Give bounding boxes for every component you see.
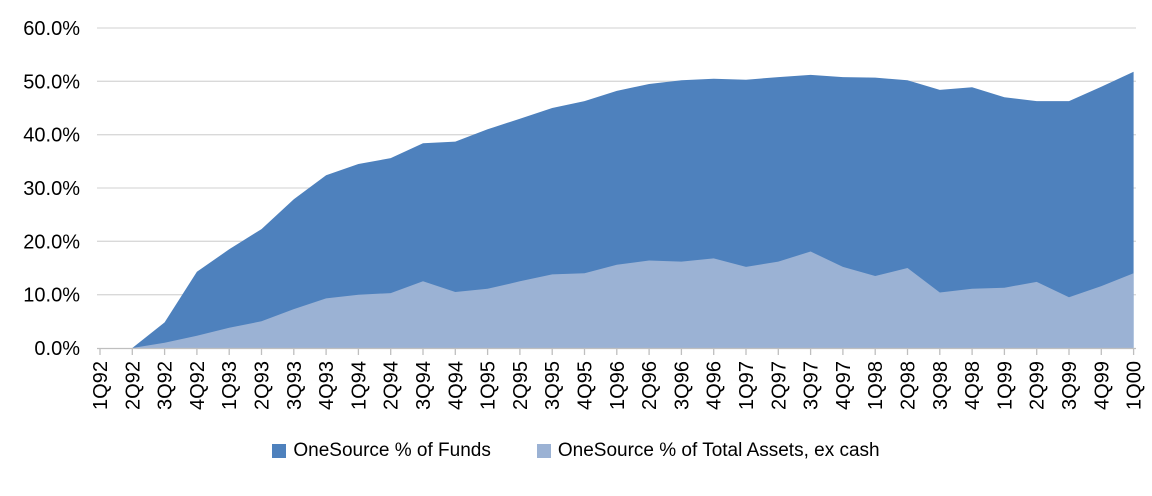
x-tick-label: 4Q97	[833, 361, 855, 410]
x-tick-label: 3Q94	[413, 361, 435, 410]
x-tick-label: 1Q96	[607, 361, 629, 410]
y-tick-label: 0.0%	[34, 338, 80, 360]
x-tick-label: 3Q97	[801, 361, 823, 410]
x-tick-label: 3Q99	[1059, 361, 1081, 410]
x-tick-label: 4Q94	[445, 361, 467, 410]
x-tick-label: 2Q96	[639, 361, 661, 410]
y-tick-label: 20.0%	[23, 231, 80, 253]
x-tick-label: 1Q99	[994, 361, 1016, 410]
x-tick-label: 3Q93	[284, 361, 306, 410]
legend-swatch-assets	[536, 444, 551, 458]
legend-item-assets: OneSource % of Total Assets, ex cash	[536, 440, 880, 462]
x-tick-label: 1Q97	[736, 361, 758, 410]
area-assets	[100, 251, 1134, 348]
x-tick-label: 4Q99	[1091, 361, 1113, 410]
x-tick-label: 1Q98	[865, 361, 887, 410]
x-tick-label: 3Q96	[671, 361, 693, 410]
x-tick-label: 1Q94	[348, 361, 370, 410]
x-tick-label: 4Q98	[962, 361, 984, 410]
legend: OneSource % of Funds OneSource % of Tota…	[0, 440, 1152, 462]
x-tick-label: 2Q92	[122, 361, 144, 410]
x-tick-label: 1Q95	[478, 361, 500, 410]
x-tick-label: 1Q00	[1124, 361, 1146, 410]
x-tick-label: 2Q95	[510, 361, 532, 410]
x-tick-label: 3Q92	[155, 361, 177, 410]
x-tick-label: 3Q95	[542, 361, 564, 410]
x-tick-label: 2Q93	[252, 361, 274, 410]
x-tick-label: 1Q92	[90, 361, 112, 410]
x-tick-label: 2Q97	[768, 361, 790, 410]
y-tick-label: 40.0%	[23, 125, 80, 147]
x-tick-label: 4Q95	[575, 361, 597, 410]
x-tick-label: 1Q93	[219, 361, 241, 410]
y-tick-label: 10.0%	[23, 285, 80, 307]
y-tick-label: 60.0%	[23, 18, 80, 40]
x-tick-label: 4Q96	[704, 361, 726, 410]
x-tick-label: 2Q94	[381, 361, 403, 410]
y-tick-label: 50.0%	[23, 71, 80, 93]
legend-item-funds: OneSource % of Funds	[272, 440, 491, 462]
legend-label-assets: OneSource % of Total Assets, ex cash	[557, 440, 880, 461]
x-tick-label: 4Q93	[316, 361, 338, 410]
x-tick-label: 2Q99	[1027, 361, 1049, 410]
legend-swatch-funds	[272, 444, 287, 458]
x-tick-label: 4Q92	[187, 361, 209, 410]
legend-label-funds: OneSource % of Funds	[293, 440, 491, 461]
y-tick-label: 30.0%	[23, 178, 80, 200]
x-tick-label: 3Q98	[930, 361, 952, 410]
x-tick-label: 2Q98	[898, 361, 920, 410]
